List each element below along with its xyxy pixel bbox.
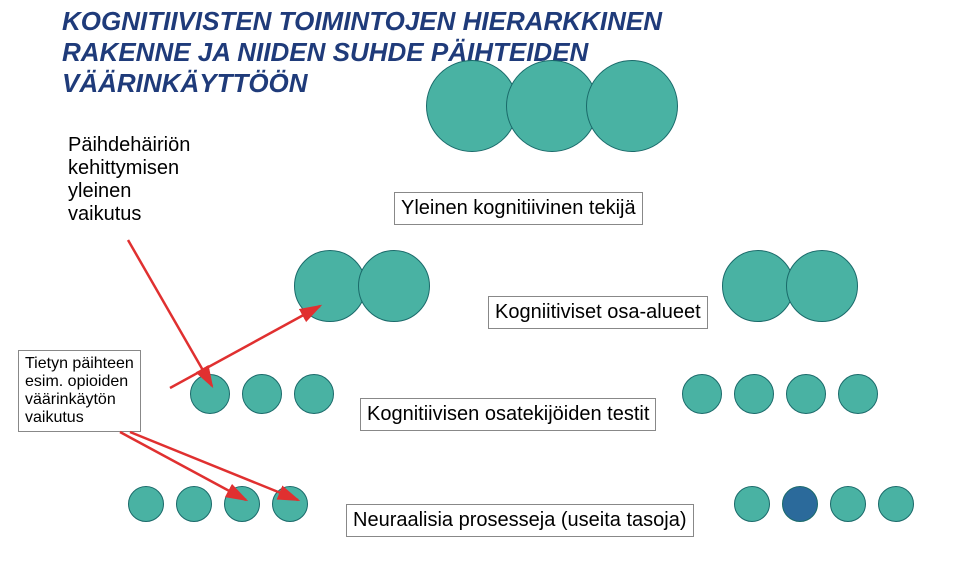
node-circle — [838, 374, 878, 414]
node-circle — [786, 374, 826, 414]
node-circle — [190, 374, 230, 414]
arrow — [170, 306, 320, 388]
node-circle — [722, 250, 794, 322]
label-neural: Neuraalisia prosesseja (useita tasoja) — [346, 504, 694, 537]
node-circle — [294, 250, 366, 322]
node-circle — [682, 374, 722, 414]
node-circle — [294, 374, 334, 414]
node-circle — [734, 486, 770, 522]
label-left-specific-effect: Tietyn päihteenesim. opioidenväärinkäytö… — [18, 350, 141, 432]
node-circle — [586, 60, 678, 152]
node-circle — [734, 374, 774, 414]
label-general-factor: Yleinen kognitiivinen tekijä — [394, 192, 643, 225]
node-circle — [830, 486, 866, 522]
node-circle — [878, 486, 914, 522]
node-circle — [426, 60, 518, 152]
label-left-general-effect: Päihdehäiriönkehittymisenyleinenvaikutus — [62, 130, 196, 230]
node-circle — [272, 486, 308, 522]
node-circle — [128, 486, 164, 522]
node-circle — [242, 374, 282, 414]
label-tests: Kognitiivisen osatekijöiden testit — [360, 398, 656, 431]
node-circle — [786, 250, 858, 322]
node-circle — [358, 250, 430, 322]
node-circle — [782, 486, 818, 522]
node-circle — [224, 486, 260, 522]
label-subdomains: Kogniitiviset osa-alueet — [488, 296, 708, 329]
node-circle — [506, 60, 598, 152]
node-circle — [176, 486, 212, 522]
